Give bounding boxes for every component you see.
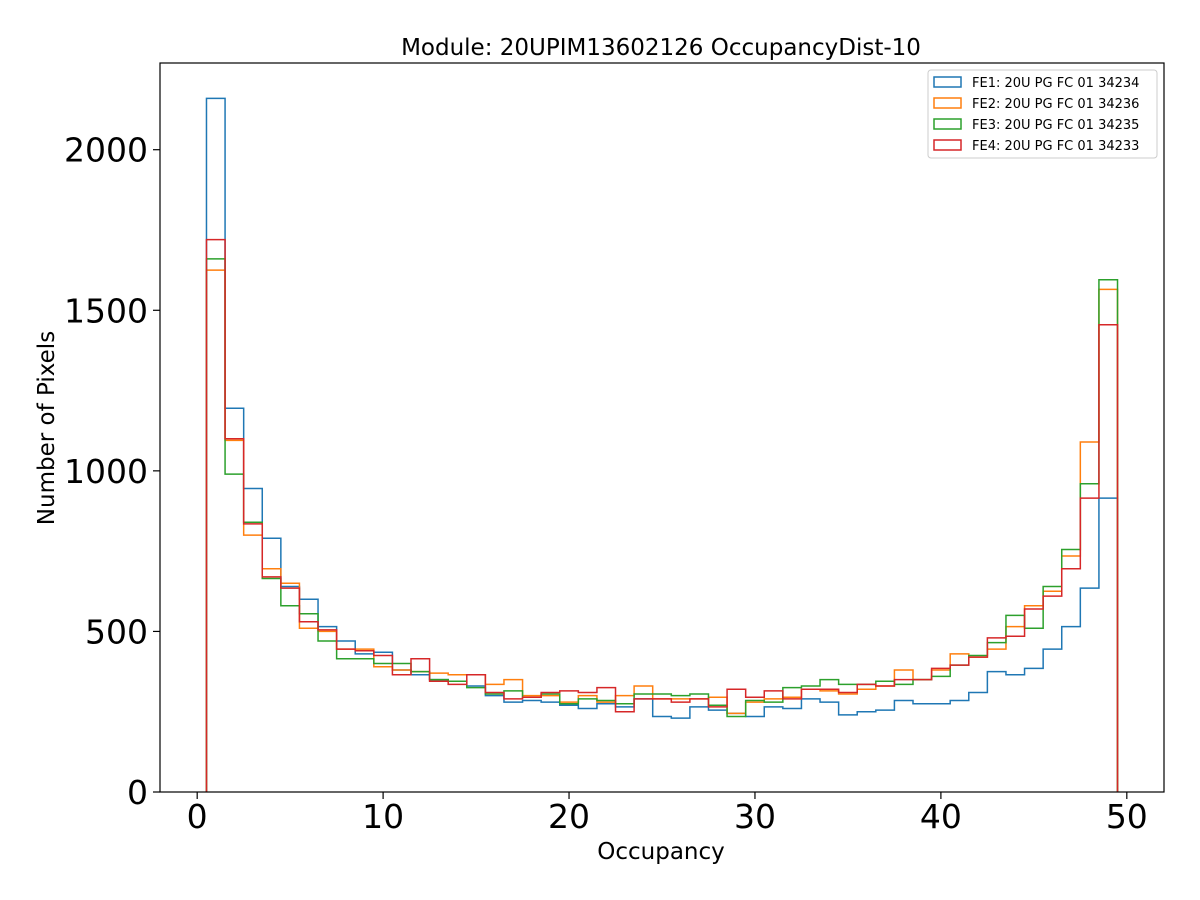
histogram-series-3 bbox=[205, 258, 1119, 792]
y-tick-label: 2000 bbox=[64, 131, 148, 170]
plot-frame bbox=[159, 62, 1165, 793]
y-tick-label: 500 bbox=[85, 612, 148, 651]
legend-box bbox=[927, 69, 1158, 159]
x-tick-label: 40 bbox=[920, 797, 962, 836]
legend-swatch-3 bbox=[933, 118, 962, 130]
y-axis-label: Number of Pixels bbox=[34, 331, 60, 525]
y-tick-label: 0 bbox=[127, 773, 148, 812]
x-tick-label: 10 bbox=[362, 797, 404, 836]
legend-label-4: FE4: 20U PG FC 01 34233 bbox=[972, 139, 1139, 154]
legend-label-1: FE1: 20U PG FC 01 34234 bbox=[972, 76, 1139, 91]
x-axis-label: Occupancy bbox=[597, 839, 725, 865]
x-tick-label: 30 bbox=[734, 797, 776, 836]
histogram-series-1 bbox=[205, 97, 1119, 792]
histogram-series-4 bbox=[205, 238, 1119, 792]
legend-swatch-1 bbox=[933, 76, 962, 88]
x-tick-label: 50 bbox=[1106, 797, 1148, 836]
y-tick-label: 1500 bbox=[64, 291, 148, 330]
plot-area bbox=[205, 97, 1119, 792]
legend-swatch-4 bbox=[933, 139, 962, 151]
legend-swatch-2 bbox=[933, 97, 962, 109]
x-tick-label: 0 bbox=[187, 797, 208, 836]
legend: FE1: 20U PG FC 01 34234 FE2: 20U PG FC 01… bbox=[927, 69, 1158, 159]
legend-label-2: FE2: 20U PG FC 01 34236 bbox=[972, 97, 1139, 112]
x-axis: 0 10 20 30 40 50 bbox=[187, 792, 1148, 836]
y-axis: 0 500 1000 1500 2000 bbox=[64, 131, 160, 812]
chart-title: Module: 20UPIM13602126 OccupancyDist-10 bbox=[401, 35, 921, 61]
legend-label-3: FE3: 20U PG FC 01 34235 bbox=[972, 118, 1139, 133]
y-tick-label: 1000 bbox=[64, 452, 148, 491]
x-tick-label: 20 bbox=[548, 797, 590, 836]
